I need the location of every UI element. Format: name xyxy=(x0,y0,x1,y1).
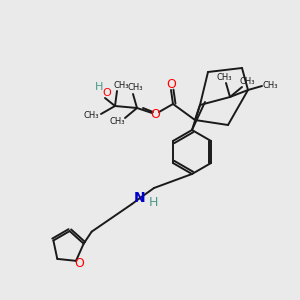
Text: N: N xyxy=(134,191,146,205)
Text: CH₃: CH₃ xyxy=(83,112,99,121)
Text: O: O xyxy=(74,257,84,270)
Text: CH₃: CH₃ xyxy=(127,83,143,92)
Text: O: O xyxy=(166,77,176,91)
Text: O: O xyxy=(103,88,111,98)
Text: CH₃: CH₃ xyxy=(216,73,232,82)
Text: CH₃: CH₃ xyxy=(262,82,278,91)
Text: CH₃: CH₃ xyxy=(109,118,125,127)
Text: H: H xyxy=(95,82,103,92)
Text: CH₃: CH₃ xyxy=(239,77,255,86)
Text: O: O xyxy=(150,107,160,121)
Text: H: H xyxy=(148,196,158,208)
Text: CH₃: CH₃ xyxy=(113,82,129,91)
